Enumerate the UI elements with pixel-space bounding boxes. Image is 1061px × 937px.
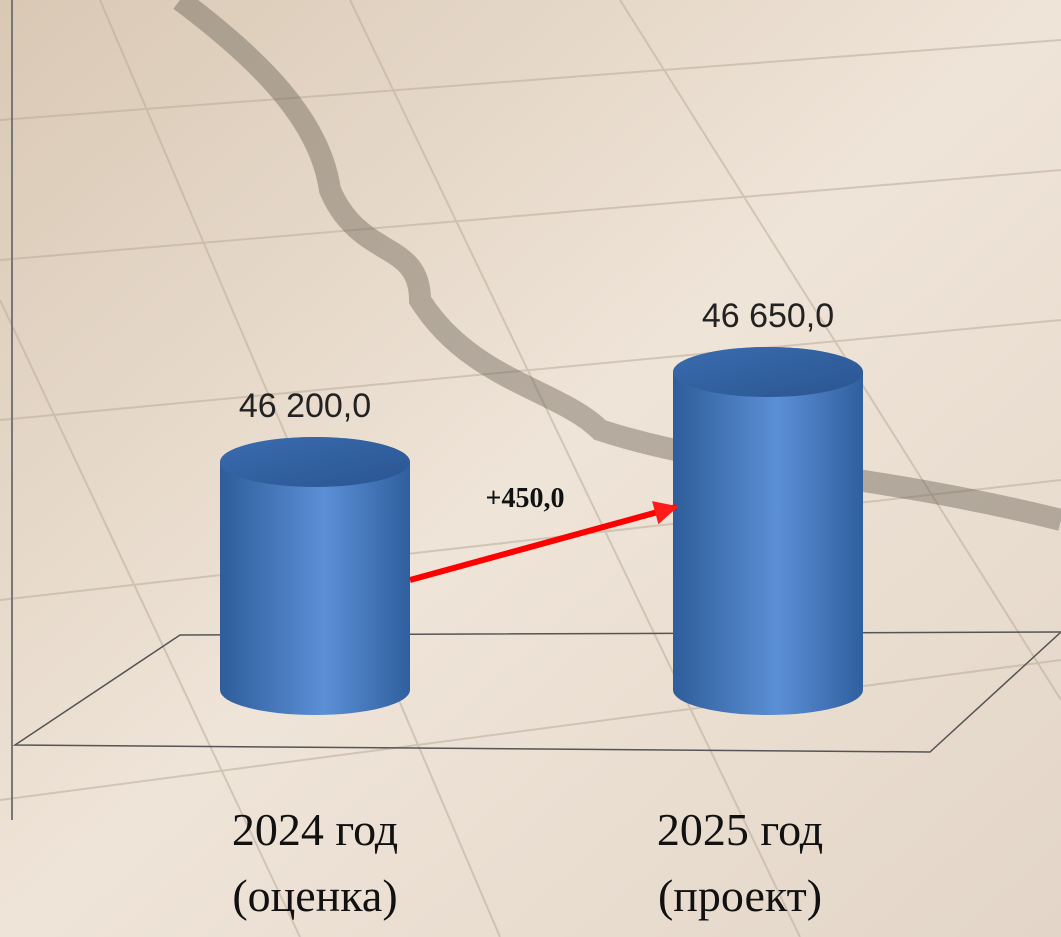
bar-top [220, 437, 410, 487]
value-label: 46 650,0 [702, 297, 834, 335]
page: +450,0 46 200,046 650,0 (() => { const d… [0, 0, 1061, 937]
bar [673, 347, 863, 715]
annotation: +450,0 [486, 483, 565, 514]
bar-top [673, 347, 863, 397]
chart: +450,0 46 200,0 46 650,0 [0, 0, 1061, 937]
category-label: 2025 год (проект) [590, 797, 890, 929]
category-label: 2024 год (оценка) [165, 797, 465, 929]
value-label: 46 200,0 [239, 387, 371, 425]
